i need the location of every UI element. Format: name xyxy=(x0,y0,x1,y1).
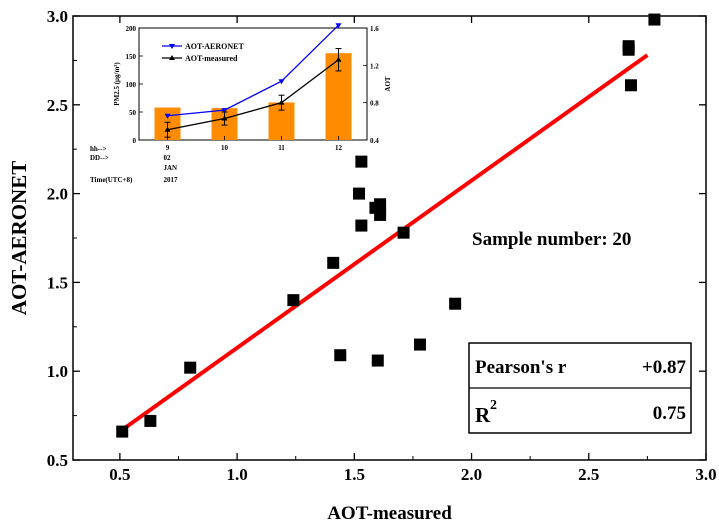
y-tick-label: 2.0 xyxy=(47,185,68,204)
inset-right-tick-label: 1.6 xyxy=(370,25,379,33)
inset-left-tick-label: 150 xyxy=(126,53,137,61)
inset-point-up-triangle xyxy=(278,99,285,105)
inset-point-down-triangle xyxy=(221,108,228,114)
data-point xyxy=(374,208,387,221)
inset-x-tick-label: 9 xyxy=(166,144,170,152)
pearson-value: +0.87 xyxy=(642,357,687,378)
inset-left-tick-label: 100 xyxy=(126,81,137,89)
r2-label: R xyxy=(475,403,491,427)
data-point xyxy=(144,414,157,427)
data-point xyxy=(327,256,340,269)
hh-row-label: hh--> xyxy=(90,145,106,153)
inset-point-down-triangle xyxy=(335,23,342,29)
inset-left-tick-label: 0 xyxy=(133,137,137,145)
data-point xyxy=(116,425,129,438)
x-tick-label: 1.0 xyxy=(226,465,247,484)
x-tick-label: 2.0 xyxy=(461,465,482,484)
inset-right-tick-label: 0.8 xyxy=(370,100,379,108)
regression-line xyxy=(121,53,649,432)
data-point xyxy=(371,354,384,367)
inset-series-line xyxy=(167,24,339,117)
data-point xyxy=(287,294,300,307)
x-tick-label: 2.5 xyxy=(578,465,599,484)
inset-x-tick-label: 10 xyxy=(221,144,229,152)
year-value: 2017 xyxy=(164,176,179,184)
data-point xyxy=(624,79,637,92)
y-axis-label: AOT-AERONET xyxy=(7,161,31,315)
inset-right-tick-label: 1.2 xyxy=(370,62,379,70)
inset-point-down-triangle xyxy=(164,113,171,119)
inset-right-tick-label: 0.4 xyxy=(370,137,379,145)
data-point xyxy=(622,43,635,56)
pearson-label: Pearson's r xyxy=(475,357,567,378)
inset-series-line xyxy=(167,59,339,131)
y-tick-label: 1.0 xyxy=(47,362,68,381)
data-point xyxy=(353,187,366,200)
data-point xyxy=(355,219,368,232)
inset-left-axis-label: PM2.5 (μg/m³) xyxy=(113,62,121,106)
inset-legend-marker xyxy=(169,44,175,49)
inset-point-down-triangle xyxy=(278,79,285,85)
x-tick-label: 3.0 xyxy=(695,465,716,484)
y-tick-label: 0.5 xyxy=(47,451,68,470)
y-tick-label: 1.5 xyxy=(47,273,68,292)
month-value: JAN xyxy=(164,164,178,172)
inset-left-tick-label: 200 xyxy=(126,25,137,33)
inset-point-up-triangle xyxy=(335,56,342,62)
inset-point-up-triangle xyxy=(164,126,171,132)
data-point xyxy=(355,155,368,168)
inset-left-tick-label: 50 xyxy=(129,109,137,117)
inset-x-tick-label: 12 xyxy=(335,144,343,152)
r2-value: 0.75 xyxy=(653,403,686,424)
r2-superscript: 2 xyxy=(490,398,497,413)
time-row-label: Time(UTC+8) xyxy=(90,176,133,184)
inset-legend-marker xyxy=(169,55,175,60)
sample-number-annotation: Sample number: 20 xyxy=(472,229,631,250)
data-point xyxy=(334,349,347,362)
inset-x-tick-label: 11 xyxy=(278,144,285,152)
data-point xyxy=(374,198,387,211)
inset-right-axis-label: AOT xyxy=(384,76,392,92)
data-point xyxy=(397,226,410,239)
inset-legend-label: AOT-measured xyxy=(185,54,238,63)
x-tick-label: 1.5 xyxy=(344,465,365,484)
x-tick-label: 0.5 xyxy=(109,465,130,484)
inset-point-up-triangle xyxy=(221,115,228,121)
dd-row-label: DD--> xyxy=(90,154,109,162)
data-point xyxy=(648,13,661,26)
data-point xyxy=(413,338,426,351)
inset-legend-label: AOT-AERONET xyxy=(185,42,244,51)
x-axis-label: AOT-measured xyxy=(327,503,452,524)
y-tick-label: 3.0 xyxy=(47,7,68,26)
dd-row-value: 02 xyxy=(164,154,172,162)
data-point xyxy=(184,361,197,374)
y-tick-label: 2.5 xyxy=(47,96,68,115)
data-point xyxy=(449,297,462,310)
